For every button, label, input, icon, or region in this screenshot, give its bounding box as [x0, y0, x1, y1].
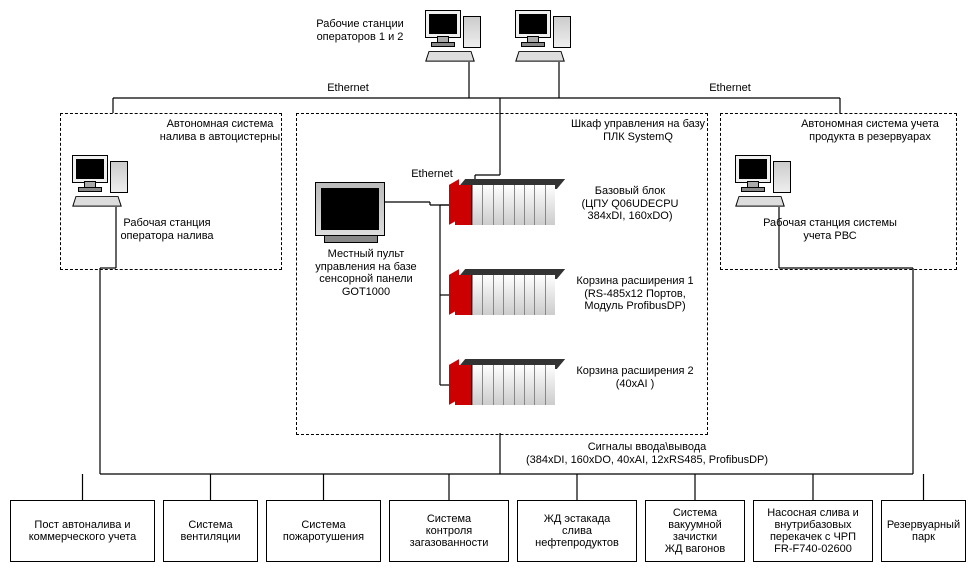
ethernet-label-left: Ethernet: [318, 82, 378, 95]
ethernet-label-right: Ethernet: [700, 82, 760, 95]
operator-pc-2: [515, 10, 573, 70]
operators-label: Рабочие станцииоператоров 1 и 2: [290, 18, 430, 43]
plc-expansion-1: [455, 275, 555, 315]
subsystem-box-3: Системаконтролязагазованности: [389, 500, 509, 562]
right-box-title: Автономная система учетапродукта в резер…: [785, 118, 955, 143]
got1000-panel-base: [324, 235, 378, 243]
left-box-caption: Рабочая станцияоператора налива: [107, 217, 227, 242]
subsystem-box-1: Системавентиляции: [163, 500, 258, 562]
subsystem-box-0: Пост автоналива икоммерческого учета: [10, 500, 155, 562]
subsystem-box-7: Резервуарныйпарк: [881, 500, 966, 562]
plc-expansion-2: [455, 365, 555, 405]
center-box-title: Шкаф управления на базуПЛК SystemQ: [558, 118, 718, 143]
subsystem-box-5: СистемавакуумнойзачисткиЖД вагонов: [645, 500, 745, 562]
rack1-label: Базовый блок(ЦПУ Q06UDECPU384xDI, 160xDO…: [560, 185, 700, 223]
rack2-label: Корзина расширения 1(RS-485x12 Портов,Мо…: [560, 275, 710, 313]
plc-base-block: [455, 185, 555, 225]
subsystem-box-2: Системапожаротушения: [266, 500, 381, 562]
center-ethernet-label: Ethernet: [402, 168, 462, 181]
panel-caption: Местный пультуправления на базесенсорной…: [306, 248, 426, 299]
rack3-label: Корзина расширения 2(40xAI ): [560, 365, 710, 390]
tank-accounting-pc: [735, 155, 793, 215]
right-box-caption: Рабочая станция системыучета РВС: [745, 217, 915, 242]
loading-operator-pc: [72, 155, 130, 215]
got1000-panel: [315, 182, 385, 236]
subsystem-box-6: Насосная слива ивнутрибазовыхперекачек с…: [753, 500, 873, 562]
left-box-title: Автономная системаналива в автоцистерны: [155, 118, 285, 143]
operator-pc-1: [425, 10, 483, 70]
io-signals-label: Сигналы ввода\вывода(384xDI, 160xDO, 40x…: [507, 441, 787, 466]
subsystem-box-4: ЖД эстакадасливанефтепродуктов: [517, 500, 637, 562]
